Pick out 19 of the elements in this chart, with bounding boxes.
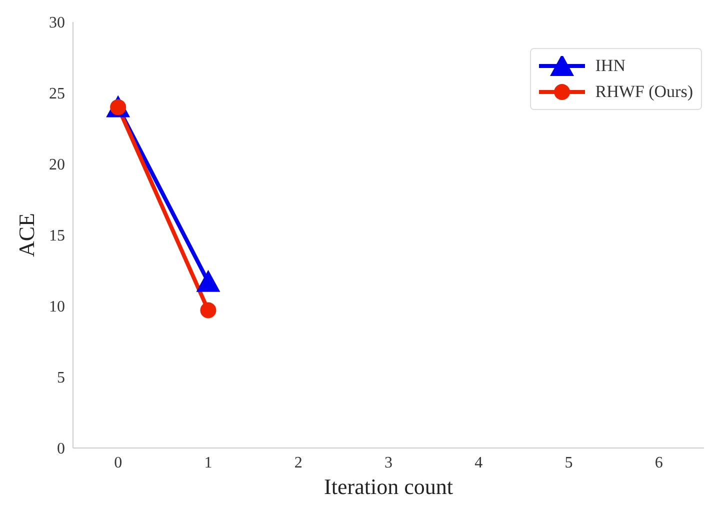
y-tick-label: 5 bbox=[57, 370, 65, 387]
x-tick-label: 2 bbox=[294, 454, 302, 472]
point bbox=[200, 302, 216, 318]
y-tick-label: 0 bbox=[57, 440, 65, 458]
x-tick-label: 3 bbox=[384, 454, 392, 472]
y-tick-label: 30 bbox=[49, 14, 65, 32]
legend-label: RHWF (Ours) bbox=[595, 82, 693, 102]
y-tick-label: 25 bbox=[49, 86, 65, 103]
y-tick-label: 15 bbox=[49, 228, 65, 245]
x-tick-label: 4 bbox=[474, 454, 483, 472]
y-axis-title: ACE bbox=[14, 213, 39, 257]
x-axis-title: Iteration count bbox=[324, 474, 453, 499]
y-tick-label: 10 bbox=[49, 298, 65, 316]
legend-label: IHN bbox=[595, 56, 626, 76]
y-tick-label: 20 bbox=[49, 156, 65, 174]
x-tick-label: 0 bbox=[114, 454, 122, 472]
x-tick-label: 6 bbox=[654, 454, 663, 472]
x-tick-label: 1 bbox=[204, 454, 212, 472]
x-tick-label: 5 bbox=[564, 454, 573, 472]
